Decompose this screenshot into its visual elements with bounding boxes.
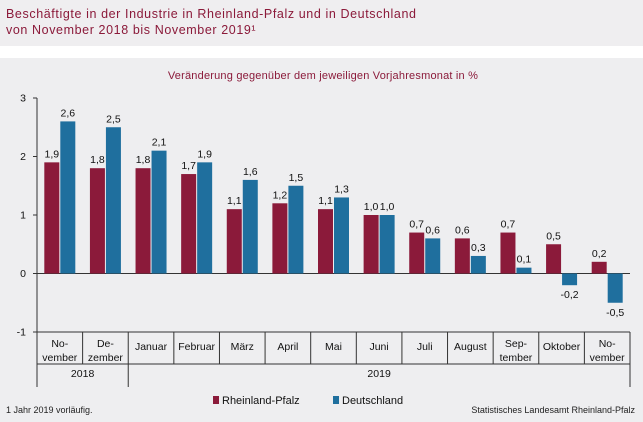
- bar-deutschland: [242, 179, 258, 274]
- data-label: 1,9: [197, 148, 212, 160]
- data-label: 2,1: [152, 137, 167, 149]
- bar-deutschland: [151, 150, 167, 274]
- bar-rheinland-pfalz: [89, 168, 105, 274]
- y-tick-label: -1: [17, 327, 26, 339]
- category-label: April: [277, 341, 298, 353]
- data-label: 1,2: [273, 189, 288, 201]
- year-label: 2019: [367, 368, 391, 380]
- data-label: -0,2: [561, 289, 579, 301]
- data-label: 2,5: [106, 113, 121, 125]
- bar-rheinland-pfalz: [454, 238, 470, 274]
- data-label: 0,7: [501, 219, 516, 231]
- source-note: Statistisches Landesamt Rheinland-Pfalz: [471, 405, 635, 415]
- data-label: 1,0: [380, 201, 395, 213]
- bar-rheinland-pfalz: [272, 203, 288, 274]
- data-label: 1,9: [45, 148, 60, 160]
- legend-label: Rheinland-Pfalz: [222, 395, 300, 407]
- data-label: 1,7: [181, 160, 196, 172]
- category-label: Mai: [325, 341, 342, 353]
- data-label: 0,2: [592, 248, 607, 260]
- y-tick-label: 3: [20, 93, 26, 105]
- category-label: zember: [88, 352, 124, 364]
- bar-deutschland: [379, 215, 395, 274]
- bar-rheinland-pfalz: [363, 215, 379, 274]
- bar-rheinland-pfalz: [500, 232, 516, 274]
- category-label: Juli: [417, 341, 433, 353]
- bar-rheinland-pfalz: [181, 174, 197, 274]
- data-label: 0,5: [546, 230, 561, 242]
- bar-rheinland-pfalz: [409, 232, 425, 274]
- data-label: 1,1: [227, 195, 242, 207]
- y-tick-label: 0: [20, 268, 26, 280]
- data-label: 0,1: [517, 254, 532, 266]
- category-label: vember: [590, 352, 626, 364]
- data-label: 2,6: [61, 107, 76, 119]
- category-label: Juni: [369, 341, 388, 353]
- bar-deutschland: [288, 185, 304, 274]
- bar-deutschland: [334, 197, 349, 274]
- bar-deutschland: [562, 273, 578, 286]
- legend-swatch-deutschland: [333, 396, 339, 404]
- bar-rheinland-pfalz: [44, 162, 60, 274]
- y-tick-label: 2: [20, 151, 26, 163]
- bar-rheinland-pfalz: [226, 209, 242, 274]
- category-label: März: [231, 341, 254, 353]
- data-label: -0,5: [606, 307, 624, 319]
- bar-deutschland: [425, 238, 441, 274]
- bar-rheinland-pfalz: [591, 261, 607, 274]
- bar-deutschland: [105, 127, 121, 274]
- bar-deutschland: [60, 121, 76, 274]
- bar-deutschland: [197, 162, 213, 274]
- data-label: 0,6: [425, 224, 440, 236]
- category-label: August: [454, 341, 487, 353]
- data-label: 1,0: [364, 201, 379, 213]
- bar-deutschland: [607, 273, 623, 303]
- category-label: Januar: [135, 341, 168, 353]
- category-label: Oktober: [543, 341, 581, 353]
- category-label: Sep-: [505, 338, 528, 350]
- category-label: No-: [51, 338, 68, 350]
- chart-title: Veränderung gegenüber dem jeweiligen Vor…: [168, 70, 478, 82]
- header-band: Beschäftigte in der Industrie in Rheinla…: [0, 0, 643, 46]
- footnote: 1 Jahr 2019 vorläufig.: [6, 405, 93, 415]
- data-label: 1,3: [334, 183, 349, 195]
- year-label: 2018: [71, 368, 95, 380]
- category-label: De-: [97, 338, 114, 350]
- page-title: Beschäftigte in der Industrie in Rheinla…: [6, 7, 417, 21]
- data-label: 1,1: [318, 195, 333, 207]
- category-label: tember: [500, 352, 533, 364]
- data-label: 0,6: [455, 224, 470, 236]
- data-label: 1,8: [136, 154, 151, 166]
- category-label: No-: [599, 338, 616, 350]
- data-label: 1,5: [289, 172, 304, 184]
- data-label: 1,8: [90, 154, 105, 166]
- page-subtitle: von November 2018 bis November 2019¹: [6, 23, 257, 37]
- bar-deutschland: [470, 255, 486, 274]
- legend-label: Deutschland: [342, 395, 403, 407]
- data-label: 1,6: [243, 166, 258, 178]
- bar-rheinland-pfalz: [318, 209, 333, 274]
- bar-rheinland-pfalz: [546, 244, 562, 274]
- legend-swatch-rheinland-pfalz: [213, 396, 219, 404]
- category-label: Februar: [178, 341, 215, 353]
- category-label: vember: [42, 352, 78, 364]
- y-tick-label: 1: [20, 210, 26, 222]
- data-label: 0,7: [409, 219, 424, 231]
- bar-rheinland-pfalz: [135, 168, 151, 274]
- data-label: 0,3: [471, 242, 486, 254]
- bar-deutschland: [516, 267, 532, 274]
